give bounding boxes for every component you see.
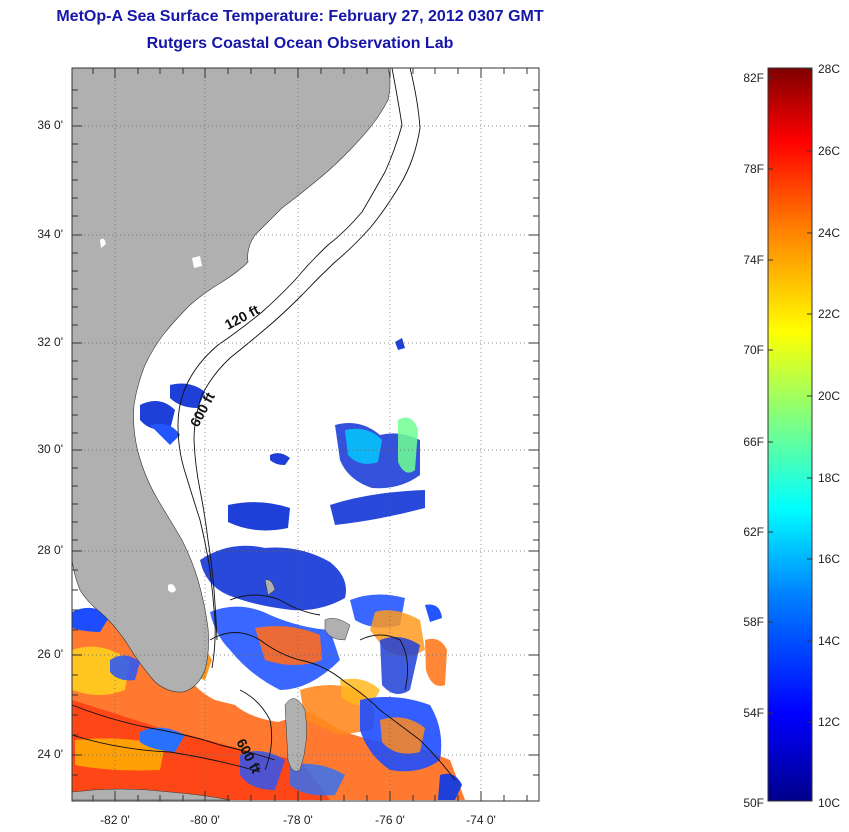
land-mass-us-coast	[72, 68, 391, 693]
colorbar-f-62: 62F	[743, 525, 764, 539]
colorbar-f-82: 82F	[743, 71, 764, 85]
colorbar-f-54: 54F	[743, 706, 764, 720]
colorbar-f-66: 66F	[743, 435, 764, 449]
lon-label-78: -78 0'	[283, 813, 313, 827]
colorbar-c-20: 20C	[818, 389, 841, 403]
lat-label-30: 30 0'	[37, 442, 63, 456]
colorbar-f-58: 58F	[743, 615, 764, 629]
colorbar-c-24: 24C	[818, 226, 841, 240]
colorbar-c-14: 14C	[818, 634, 841, 648]
colorbar-c-26: 26C	[818, 144, 841, 158]
axis-ticks	[72, 68, 539, 801]
lat-label-28: 28 0'	[37, 543, 63, 557]
land-mass-cuba	[72, 788, 231, 801]
bathymetry-contours	[72, 68, 456, 781]
colorbar-c-12: 12C	[818, 715, 841, 729]
colorbar-c-22: 22C	[818, 307, 841, 321]
colorbar-c-10: 10C	[818, 796, 841, 810]
lat-label-24: 24 0'	[37, 747, 63, 761]
lat-label-36: 36 0'	[37, 118, 63, 132]
colorbar-f-50: 50F	[743, 796, 764, 810]
colorbar-f-78: 78F	[743, 162, 764, 176]
map-title: MetOp-A Sea Surface Temperature: Februar…	[56, 8, 544, 25]
colorbar-f-70: 70F	[743, 343, 764, 357]
colorbar-f-74: 74F	[743, 253, 764, 267]
land-mass-bahamas	[284, 698, 307, 772]
lat-label-32: 32 0'	[37, 335, 63, 349]
map-subtitle: Rutgers Coastal Ocean Observation Lab	[146, 35, 454, 52]
lon-label-74: -74 0'	[466, 813, 496, 827]
lon-label-80: -80 0'	[190, 813, 220, 827]
lon-label-82: -82 0'	[100, 813, 130, 827]
lon-label-76: -76 0'	[375, 813, 405, 827]
colorbar-c-16: 16C	[818, 552, 841, 566]
colorbar-c-28: 28C	[818, 62, 841, 76]
lat-label-26: 26 0'	[37, 647, 63, 661]
colorbar	[767, 67, 813, 802]
colorbar-c-18: 18C	[818, 471, 841, 485]
lat-label-34: 34 0'	[37, 227, 63, 241]
